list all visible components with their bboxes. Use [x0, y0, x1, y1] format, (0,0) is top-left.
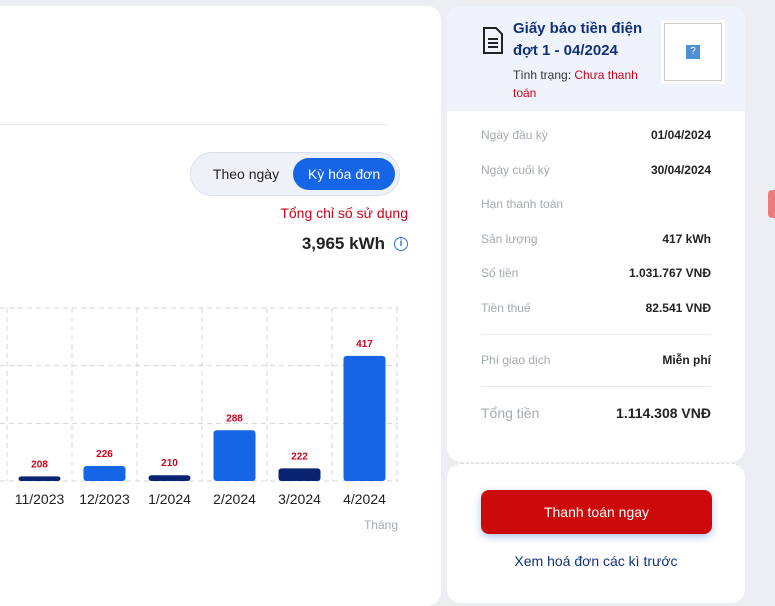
row-value: 1.114.308 VNĐ: [616, 405, 711, 421]
total-usage-label: Tổng chỉ số sử dụng: [280, 205, 408, 221]
x-tick-label: 3/2024: [278, 491, 321, 507]
row-label: Sản lượng: [481, 232, 538, 246]
tab-by-bill[interactable]: Kỳ hóa đơn: [293, 158, 395, 190]
data-label: 208: [31, 459, 48, 470]
divider: [481, 386, 711, 387]
row-value: 417 kWh: [662, 232, 711, 246]
divider: [481, 334, 711, 335]
row-value: 01/04/2024: [651, 128, 711, 142]
row-label: Ngày đầu kỳ: [481, 128, 548, 142]
bill-card: Giấy báo tiền điện đợt 1 - 04/2024 Tình …: [447, 6, 745, 462]
bill-row: Tiền thuế 82.541 VNĐ: [481, 301, 711, 315]
previous-bills-link[interactable]: Xem hoá đơn các kì trước: [447, 553, 745, 569]
row-value: Miễn phí: [662, 353, 711, 367]
row-label: Phí giao dịch: [481, 353, 550, 367]
row-label: Tiền thuế: [481, 301, 531, 315]
x-tick-label: 12/2023: [79, 491, 130, 507]
bill-row: Ngày cuối kỳ 30/04/2024: [481, 163, 711, 177]
x-axis-label: Tháng: [364, 518, 398, 532]
tab-by-day[interactable]: Theo ngày: [203, 158, 289, 190]
x-tick-label: 11/2023: [15, 491, 65, 507]
bill-status: Tình trạng: Chưa thanh toán: [513, 66, 653, 102]
period-toggle: Theo ngày Kỳ hóa đơn: [190, 152, 400, 196]
bill-row: Số tiền 1.031.767 VNĐ: [481, 266, 711, 280]
status-label: Tình trạng:: [513, 68, 574, 82]
bill-row: Hạn thanh toán: [481, 197, 711, 211]
row-label: Số tiền: [481, 266, 518, 280]
row-label: Tổng tiền: [481, 405, 539, 421]
document-icon: [482, 27, 504, 55]
info-icon[interactable]: i: [394, 237, 408, 251]
data-label: 222: [291, 451, 308, 462]
usage-bar-chart: 10/202320811/202322612/20232101/20242882…: [0, 290, 441, 540]
x-tick-label: 4/2024: [343, 491, 386, 507]
data-label: 288: [226, 413, 243, 424]
row-label: Hạn thanh toán: [481, 197, 563, 211]
row-value: 82.541 VNĐ: [646, 301, 711, 315]
bill-title: Giấy báo tiền điện đợt 1 - 04/2024: [513, 18, 663, 62]
side-tab[interactable]: [768, 190, 775, 218]
fee-row: Phí giao dịch Miễn phí: [481, 353, 711, 367]
bill-row: Sản lượng 417 kWh: [481, 232, 711, 246]
bar: [279, 468, 321, 481]
row-value: 30/04/2024: [651, 163, 711, 177]
bill-row: Ngày đầu kỳ 01/04/2024: [481, 128, 711, 142]
data-label: 210: [161, 458, 178, 469]
qr-code-image: ?: [664, 23, 722, 81]
pay-now-button[interactable]: Thanh toán ngay: [481, 490, 712, 534]
data-label: 417: [356, 339, 373, 350]
row-label: Ngày cuối kỳ: [481, 163, 550, 177]
x-tick-label: 2/2024: [213, 491, 256, 507]
broken-image-icon: ?: [686, 45, 700, 59]
bar: [84, 466, 126, 481]
total-usage-value: 3,965 kWh: [302, 234, 385, 254]
bar: [149, 475, 191, 481]
bar: [19, 476, 61, 481]
divider: [0, 124, 388, 125]
bar: [344, 356, 386, 481]
data-label: 226: [96, 449, 113, 460]
total-row: Tổng tiền 1.114.308 VNĐ: [481, 405, 711, 421]
bill-header: Giấy báo tiền điện đợt 1 - 04/2024 Tình …: [447, 6, 745, 111]
bar: [214, 430, 256, 481]
row-value: 1.031.767 VNĐ: [629, 266, 711, 280]
x-tick-label: 1/2024: [148, 491, 191, 507]
actions-card: Thanh toán ngay Xem hoá đơn các kì trước: [447, 463, 745, 603]
